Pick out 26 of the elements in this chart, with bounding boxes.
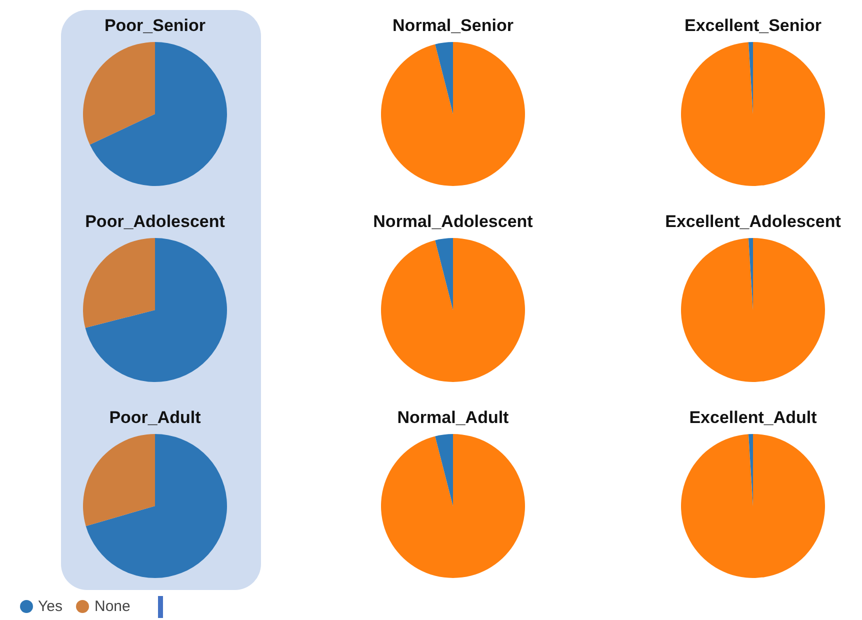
pie-slice: [83, 42, 155, 145]
chart-title: Excellent_Adolescent: [665, 212, 842, 231]
legend-label: Yes: [38, 598, 62, 615]
legend-label: None: [94, 598, 130, 615]
chart-title: Normal_Senior: [392, 16, 514, 35]
chart-title: Poor_Adolescent: [85, 212, 226, 231]
pie-slice: [86, 434, 227, 578]
pie-slice: [85, 238, 227, 382]
chart-title: Excellent_Adult: [689, 408, 818, 427]
chart-title: Poor_Adult: [109, 408, 202, 427]
chart-title: Normal_Adolescent: [373, 212, 534, 231]
pie-slice: [681, 238, 825, 382]
pie-slice: [681, 434, 825, 578]
pie-slice: [83, 434, 155, 526]
pie-slice: [435, 238, 453, 310]
pie-slice: [381, 434, 525, 578]
pie-slice: [381, 42, 525, 186]
chart-title: Poor_Senior: [104, 16, 206, 35]
pie-slice: [381, 238, 525, 382]
pie-slice: [90, 42, 227, 186]
pie-slice: [83, 238, 155, 328]
pie-slice: [681, 42, 825, 186]
chart-title: Normal_Adult: [397, 408, 510, 427]
pie-slice: [435, 434, 453, 506]
pie-slice: [435, 42, 453, 114]
chart-title: Excellent_Senior: [684, 16, 822, 35]
